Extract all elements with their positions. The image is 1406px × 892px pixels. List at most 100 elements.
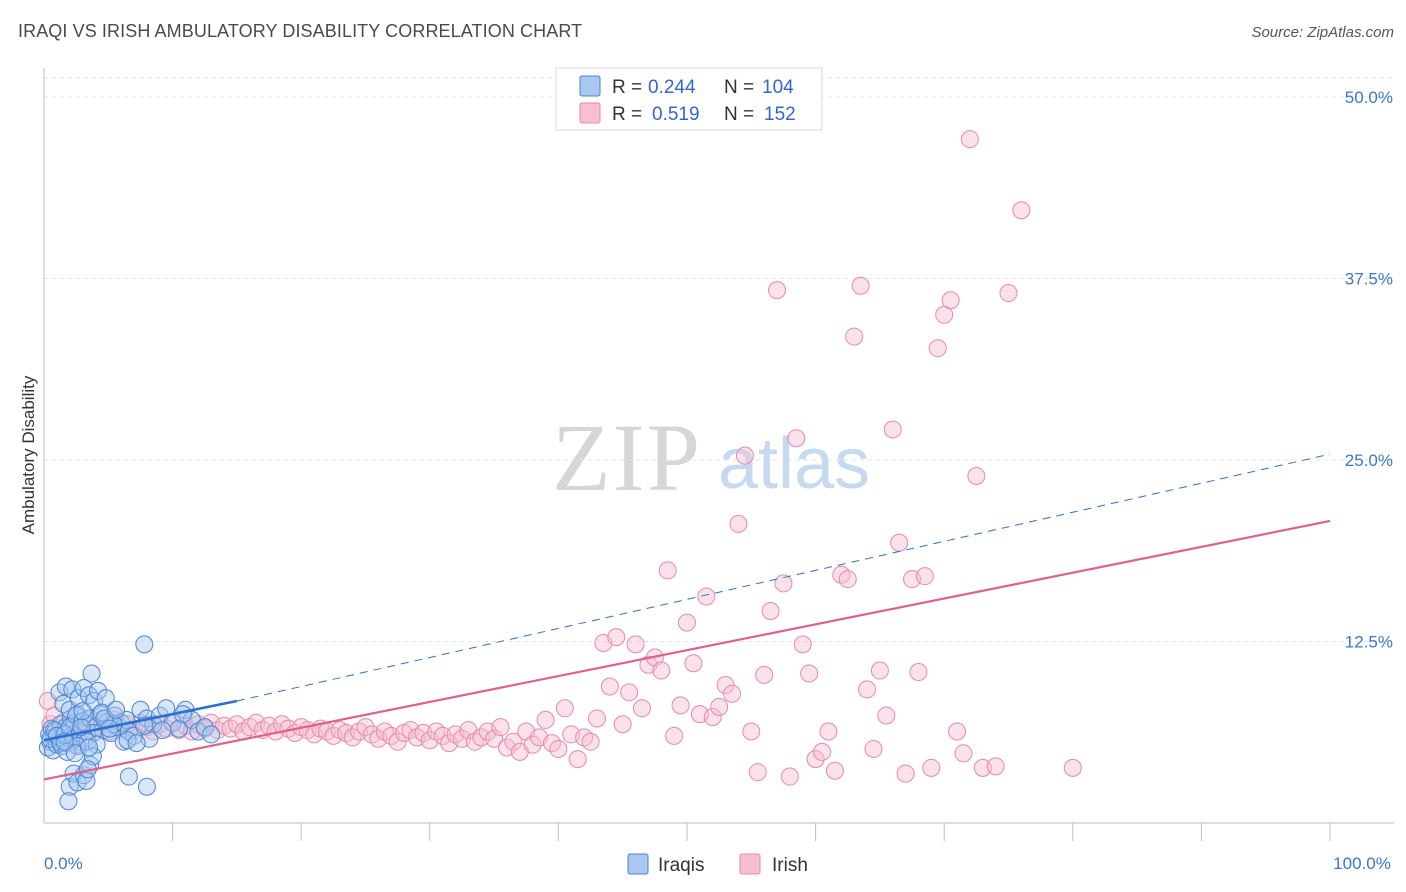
irish-point (774, 574, 793, 593)
y-axis-label: Ambulatory Disability (19, 375, 38, 534)
tick-labels: 12.5% 25.0% 37.5% 50.0% 0.0% 100.0% (44, 88, 1393, 873)
irish-point (928, 339, 947, 358)
legend-iraqis-label: Iraqis (658, 855, 704, 876)
irish-point (600, 677, 619, 696)
iraqi-point (153, 721, 172, 740)
irish-point (491, 718, 510, 737)
iraqi-point (68, 773, 87, 792)
irish-point (414, 723, 433, 742)
irish-point (845, 327, 864, 346)
irish-point (941, 291, 960, 310)
irish-point (870, 661, 889, 680)
irish-point (485, 729, 504, 748)
irish-point (813, 742, 832, 761)
stats-iraqis-n-value: 104 (762, 77, 794, 98)
legend-irish-label: Irish (772, 855, 808, 876)
stats-irish-n-label: N = (724, 104, 754, 125)
irish-point (883, 420, 902, 439)
irish-point (890, 533, 909, 552)
irish-point (523, 735, 542, 754)
chart-title: IRAQI VS IRISH AMBULATORY DISABILITY COR… (18, 21, 583, 41)
iraqi-point (89, 681, 108, 700)
irish-point (973, 758, 992, 777)
irish-point (536, 710, 555, 729)
irish-point (703, 708, 722, 727)
irish-point (806, 750, 825, 769)
irish-point (555, 699, 574, 718)
iraqi-point (96, 689, 115, 708)
irish-point (678, 613, 696, 632)
y-tick-label: 50.0% (1345, 88, 1393, 107)
iraqi-point (82, 664, 101, 683)
iraqi-point (202, 725, 221, 744)
irish-point (710, 697, 729, 716)
irish-point (768, 281, 787, 300)
irish-point (793, 635, 812, 654)
grid-lines (44, 77, 1394, 642)
iraqis-trend-solid (43, 699, 238, 742)
axes (43, 68, 1394, 841)
legend: Iraqis Irish (627, 853, 808, 876)
irish-point (748, 763, 767, 782)
stats-irish-r-value: 0.519 (652, 104, 700, 125)
irish-point (909, 662, 928, 681)
irish-point (1012, 201, 1031, 220)
iraqis-trend-dashed (236, 453, 1331, 702)
trend-lines (43, 453, 1331, 781)
source-credit: Source: ZipAtlas.com (1251, 24, 1394, 41)
irish-point (652, 661, 671, 680)
irish-point (581, 732, 600, 751)
iraqi-point (58, 742, 77, 761)
irish-point (723, 684, 742, 703)
irish-point (780, 767, 799, 786)
stats-irish-r-label: R = (612, 104, 642, 125)
x-tick-label: 100.0% (1333, 854, 1391, 873)
irish-point (851, 276, 870, 295)
irish-point (613, 715, 632, 734)
irish-point (896, 764, 915, 783)
irish-point (922, 758, 941, 777)
irish-point (735, 446, 754, 465)
irish-point (356, 718, 375, 737)
irish-point (787, 429, 806, 448)
irish-point (504, 732, 523, 751)
irish-point (761, 602, 780, 621)
stats-iraqis-r-value: 0.244 (648, 77, 696, 98)
iraqi-point (195, 718, 214, 737)
iraqi-points (38, 635, 221, 811)
irish-point (825, 761, 844, 780)
irish-point (967, 466, 986, 485)
stats-iraqis-r-label: R = (612, 77, 642, 98)
irish-point (800, 664, 819, 683)
iraqi-point (76, 729, 95, 748)
irish-point (568, 750, 587, 769)
irish-point (948, 722, 967, 741)
iraqi-point (137, 777, 156, 796)
iraqi-point (73, 702, 92, 721)
stats-box: R = 0.244 N = 104 R = 0.519 N = 152 (555, 67, 823, 131)
irish-point (999, 284, 1018, 303)
irish-point (626, 635, 645, 654)
y-tick-label: 37.5% (1345, 270, 1393, 289)
iraqi-point (135, 635, 154, 654)
irish-point (671, 696, 690, 715)
irish-point (632, 699, 651, 718)
iraqi-point (107, 700, 126, 719)
irish-point (986, 757, 1005, 776)
legend-iraqis-swatch (627, 853, 649, 875)
irish-point (838, 570, 857, 589)
stats-irish-swatch (579, 102, 601, 124)
irish-point (587, 709, 606, 728)
iraqi-point (80, 738, 99, 757)
iraqi-point (119, 767, 138, 786)
irish-point (915, 567, 934, 586)
watermark-zip: ZIP (552, 404, 702, 511)
irish-point (684, 654, 703, 673)
iraqi-point (127, 734, 146, 753)
irish-point (755, 665, 774, 684)
irish-point (742, 722, 761, 741)
irish-points (38, 130, 1082, 786)
stats-iraqis-swatch (579, 75, 601, 97)
irish-point (877, 706, 896, 725)
